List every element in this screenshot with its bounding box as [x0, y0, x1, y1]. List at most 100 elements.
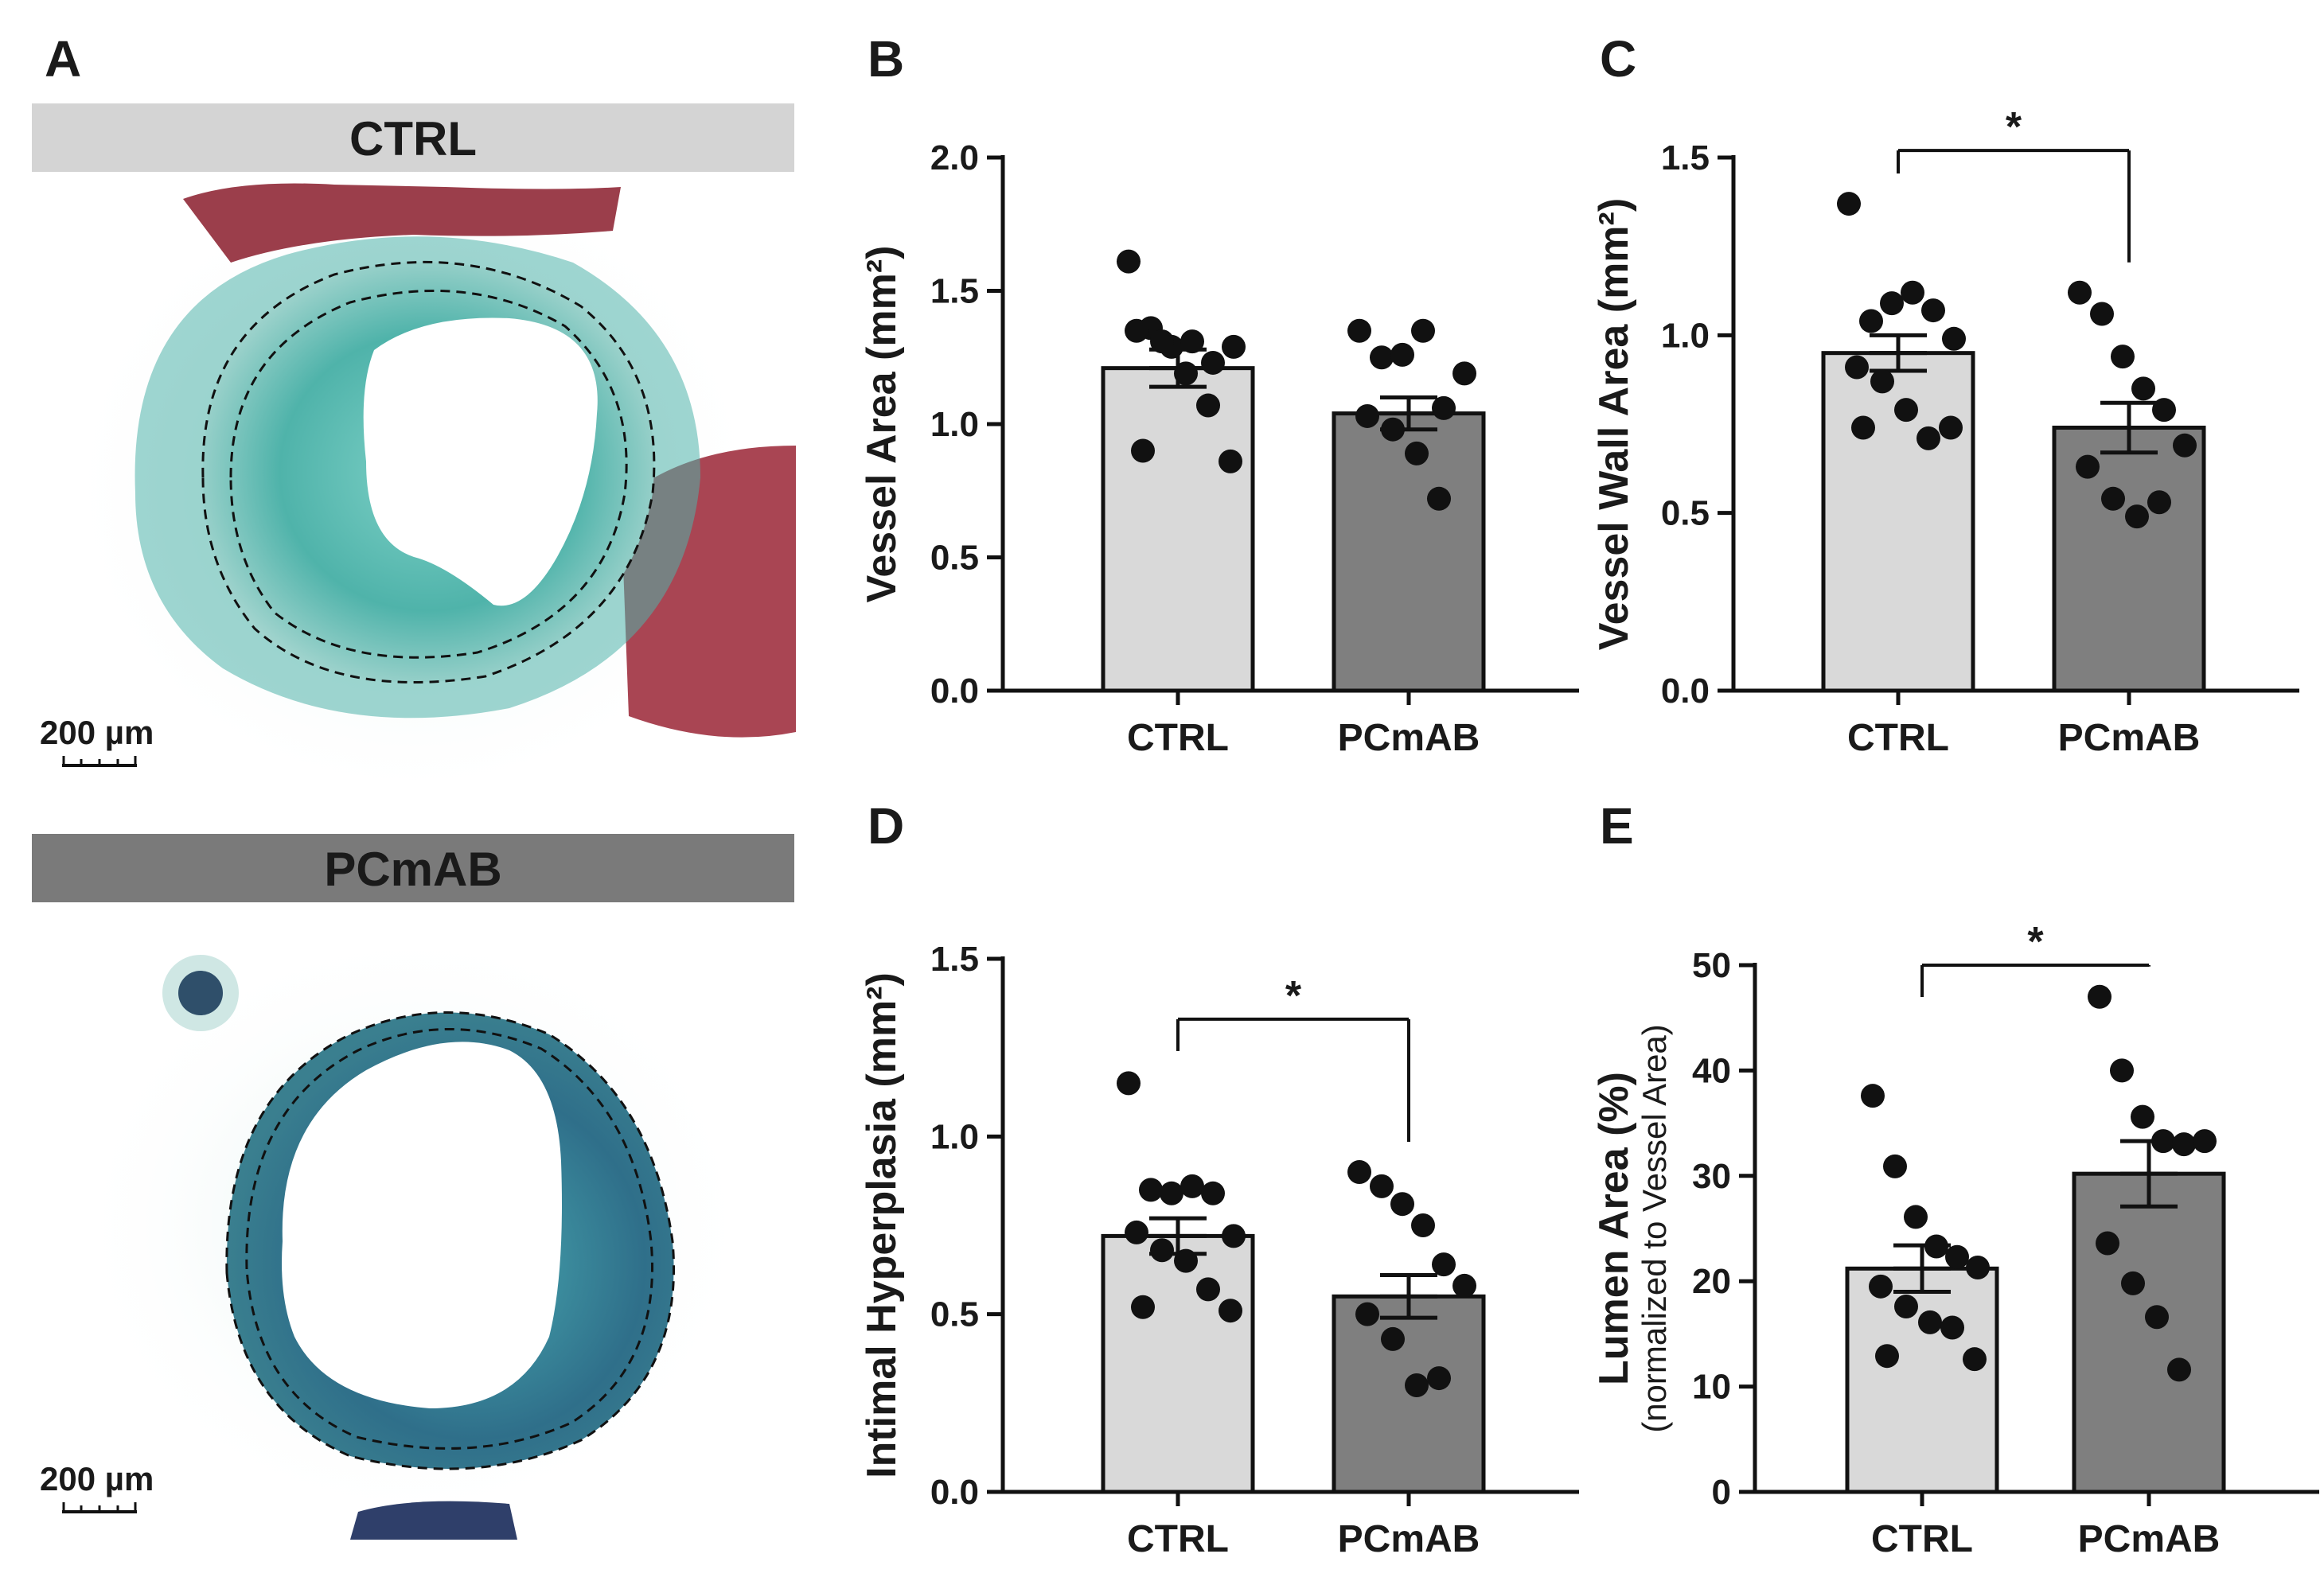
- data-point-pcmab: [1381, 417, 1405, 442]
- data-point-ctrl: [1219, 1299, 1242, 1323]
- pcmab-header-band: [32, 834, 794, 902]
- data-point-pcmab: [2090, 302, 2114, 326]
- y-tick-label: 0.5: [930, 1295, 979, 1334]
- data-point-ctrl: [1880, 291, 1904, 316]
- data-point-pcmab: [1405, 441, 1429, 465]
- y-tick-label: 50: [1692, 946, 1731, 985]
- significance-bracket: *: [1897, 104, 2131, 263]
- data-point-pcmab: [1432, 1252, 1456, 1277]
- data-point-ctrl: [1875, 1344, 1899, 1369]
- data-point-ctrl: [1131, 438, 1155, 463]
- significance-star: *: [2006, 104, 2022, 150]
- y-tick-label: 0: [1712, 1473, 1731, 1512]
- data-point-ctrl: [1174, 1248, 1198, 1273]
- data-point-pcmab: [2101, 486, 2125, 511]
- data-point-pcmab: [2068, 280, 2092, 305]
- y-tick-label: 1.0: [1661, 316, 1710, 355]
- data-point-ctrl: [1859, 309, 1883, 333]
- data-point-ctrl: [1945, 1244, 1969, 1269]
- data-point-pcmab: [1411, 1213, 1435, 1237]
- data-point-pcmab: [1452, 361, 1476, 386]
- data-point-ctrl: [1196, 393, 1220, 418]
- data-point-pcmab: [1381, 1326, 1405, 1351]
- x-category-label-ctrl: CTRL: [1871, 1518, 1973, 1560]
- y-axis-label: Intimal Hyperplasia (mm²): [859, 972, 905, 1478]
- data-point-ctrl: [1917, 426, 1940, 450]
- data-point-pcmab: [1355, 403, 1379, 428]
- data-point-ctrl: [1219, 449, 1242, 473]
- error-bar-pcmab: [2100, 400, 2158, 455]
- y-axis-label: Vessel Area (mm²): [859, 246, 905, 603]
- data-point-ctrl: [1837, 192, 1861, 216]
- data-point-ctrl: [1861, 1084, 1885, 1108]
- data-point-pcmab: [2088, 984, 2111, 1009]
- error-bar-pcmab: [1380, 1273, 1437, 1320]
- data-point-pcmab: [2145, 1305, 2169, 1330]
- data-point-ctrl: [1870, 369, 1894, 394]
- bar-ctrl: [1101, 366, 1255, 693]
- bar-ctrl: [1101, 1233, 1255, 1494]
- data-point-pcmab: [2193, 1129, 2217, 1154]
- data-point-ctrl: [1150, 1238, 1174, 1263]
- data-point-pcmab: [1390, 342, 1414, 367]
- x-category-label-pcmab: PCmAB: [1338, 717, 1480, 759]
- data-point-pcmab: [1347, 1160, 1371, 1184]
- y-tick-label: 0.5: [1661, 494, 1710, 533]
- data-point-pcmab: [2167, 1357, 2191, 1382]
- y-tick-label: 1.5: [1661, 138, 1710, 177]
- data-point-ctrl: [1196, 1277, 1220, 1302]
- data-point-pcmab: [2076, 454, 2100, 479]
- data-point-pcmab: [2172, 1132, 2196, 1157]
- data-point-ctrl: [1939, 415, 1963, 440]
- y-tick-label: 1.5: [930, 940, 979, 979]
- panel-a-letter: A: [45, 30, 81, 88]
- significance-bracket: *: [1920, 919, 2150, 997]
- data-point-ctrl: [1180, 1174, 1204, 1198]
- data-point-pcmab: [2131, 1104, 2154, 1129]
- y-tick-label: 0.0: [1661, 672, 1710, 711]
- panel-d-letter: D: [868, 797, 904, 855]
- data-point-ctrl: [1901, 280, 1924, 305]
- data-point-pcmab: [2121, 1271, 2145, 1295]
- data-point-ctrl: [1940, 1315, 1964, 1340]
- data-point-ctrl: [1117, 1071, 1141, 1096]
- y-tick-label: 1.0: [930, 405, 979, 444]
- y-tick-label: 2.0: [930, 138, 979, 177]
- ctrl-header-band: [32, 103, 794, 172]
- panel-b-letter: B: [868, 30, 904, 88]
- pcmab-scale-bar: [62, 1502, 137, 1513]
- chart-panel-e: E 0 10 20 30 40 50 CTRL PCmAB Lumen Area (%)(norm…: [1591, 797, 2319, 1560]
- data-point-ctrl: [1117, 249, 1141, 274]
- y-axis-sublabel: (normalized to Vessel Area): [1636, 1024, 1673, 1433]
- data-point-pcmab: [2110, 1058, 2134, 1083]
- ctrl-scale-label: 200 µm: [40, 714, 154, 751]
- data-point-ctrl: [1921, 298, 1945, 323]
- chart-panel-d: D 0.0 0.5 1.0 1.5 CTRL PCmAB Intimal Hyperplasi…: [859, 797, 1579, 1560]
- data-point-ctrl: [1131, 1295, 1155, 1319]
- x-category-label-pcmab: PCmAB: [2058, 717, 2201, 759]
- data-point-pcmab: [1432, 395, 1456, 420]
- y-tick-label: 0.5: [930, 539, 979, 578]
- y-tick-label: 1.5: [930, 272, 979, 311]
- data-point-ctrl: [1160, 1181, 1183, 1205]
- y-tick-label: 20: [1692, 1262, 1731, 1301]
- data-point-pcmab: [2131, 376, 2155, 401]
- data-point-ctrl: [1869, 1274, 1893, 1299]
- data-point-ctrl: [1222, 334, 1246, 359]
- data-point-ctrl: [1942, 326, 1966, 351]
- ctrl-micrograph: [64, 167, 796, 804]
- data-point-ctrl: [1845, 355, 1869, 380]
- data-point-ctrl: [1904, 1205, 1928, 1229]
- data-point-pcmab: [1370, 345, 1394, 370]
- ctrl-header-label: CTRL: [349, 112, 477, 166]
- data-point-ctrl: [1894, 1294, 1918, 1318]
- pcmab-header-label: PCmAB: [324, 843, 501, 896]
- data-point-ctrl: [1222, 1224, 1246, 1248]
- ctrl-scale-bar: [62, 756, 137, 767]
- significance-star: *: [2027, 919, 2044, 965]
- x-category-label-ctrl: CTRL: [1127, 1518, 1229, 1560]
- x-category-label-ctrl: CTRL: [1127, 717, 1229, 759]
- data-point-pcmab: [2096, 1231, 2119, 1256]
- data-point-ctrl: [1966, 1255, 1990, 1279]
- data-point-pcmab: [2152, 398, 2176, 423]
